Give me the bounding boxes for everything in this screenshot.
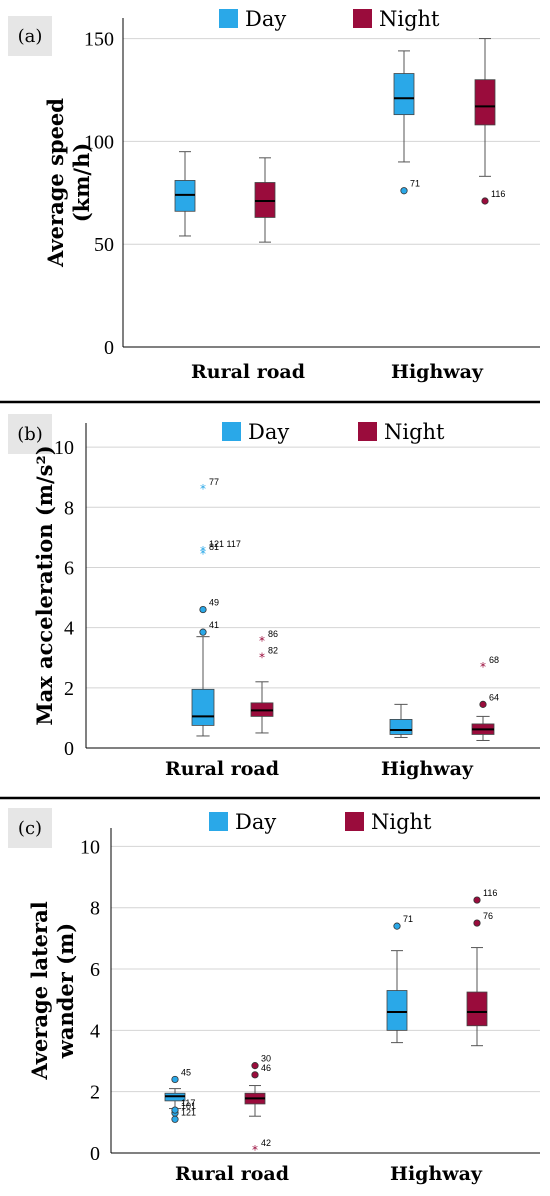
y-tick-label: 100 xyxy=(84,131,114,153)
box xyxy=(474,79,496,126)
outlier-label: 116 xyxy=(483,888,497,898)
box xyxy=(466,991,488,1027)
panel-label-box xyxy=(8,16,52,56)
x-category-label: Rural road xyxy=(165,758,279,780)
legend-label: Night xyxy=(379,7,440,31)
outlier-label: 45 xyxy=(181,1067,191,1077)
outlier-star: * xyxy=(259,651,265,665)
legend-label: Day xyxy=(235,810,276,834)
outlier-point xyxy=(251,1071,259,1079)
x-category-label: Rural road xyxy=(191,361,305,383)
x-category-label: Highway xyxy=(391,361,484,383)
y-tick-label: 150 xyxy=(84,29,114,51)
outlier-point xyxy=(479,700,487,708)
legend-swatch xyxy=(353,9,372,28)
y-tick-label: 0 xyxy=(64,738,74,760)
outlier-star: * xyxy=(200,547,206,561)
outlier-label: 71 xyxy=(410,179,420,189)
panel-label: (a) xyxy=(18,26,43,47)
x-category-label: Highway xyxy=(390,1163,483,1185)
y-tick-label: 10 xyxy=(54,437,74,459)
y-tick-label: 0 xyxy=(104,337,114,359)
panel-label: (c) xyxy=(18,818,42,839)
x-category-label: Highway xyxy=(381,758,474,780)
box xyxy=(191,688,215,726)
outlier-point xyxy=(199,628,207,636)
outlier-label: 82 xyxy=(268,646,278,656)
outlier-point xyxy=(400,187,408,195)
y-tick-label: 2 xyxy=(90,1082,100,1104)
y-axis-label: Max acceleration (m/s²) xyxy=(32,445,57,725)
legend-swatch xyxy=(358,422,377,441)
outlier-label: 117 xyxy=(181,1098,195,1108)
outlier-label: 30 xyxy=(261,1054,271,1064)
outlier-point xyxy=(171,1106,179,1114)
outlier-label: 41 xyxy=(209,620,219,630)
outlier-label: 64 xyxy=(489,692,499,702)
box xyxy=(389,719,413,735)
outlier-star: * xyxy=(200,482,206,496)
outlier-label: 76 xyxy=(483,911,493,921)
y-tick-label: 4 xyxy=(64,618,74,640)
outlier-point xyxy=(171,1115,179,1123)
legend-swatch xyxy=(219,9,238,28)
panel-label-box xyxy=(8,414,52,454)
outlier-point xyxy=(171,1075,179,1084)
outlier-label: 116 xyxy=(491,189,505,199)
outlier-star: * xyxy=(259,634,265,648)
outlier-point xyxy=(393,922,401,930)
y-tick-label: 2 xyxy=(64,678,74,700)
y-axis-label: Average lateralwander (m) xyxy=(27,901,78,1080)
outlier-label: 86 xyxy=(268,629,278,639)
outlier-label: 71 xyxy=(403,914,413,924)
outlier-star: * xyxy=(252,1143,258,1157)
y-tick-label: 6 xyxy=(64,557,74,579)
outlier-point xyxy=(473,919,481,927)
legend-label: Day xyxy=(245,7,286,31)
y-tick-label: 10 xyxy=(80,836,100,858)
panel-label: (b) xyxy=(17,424,43,445)
y-tick-label: 8 xyxy=(64,497,74,519)
outlier-point xyxy=(251,1062,259,1070)
box xyxy=(174,180,196,212)
outlier-label: 46 xyxy=(261,1063,271,1073)
outlier-label: 49 xyxy=(209,598,219,608)
outlier-star: * xyxy=(480,660,486,674)
x-category-label: Rural road xyxy=(175,1163,289,1185)
y-tick-label: 6 xyxy=(90,959,100,981)
legend-label: Day xyxy=(248,420,289,444)
legend-swatch xyxy=(222,422,241,441)
outlier-point xyxy=(481,197,489,205)
outlier-label: 81 xyxy=(209,542,219,552)
panel-label-box xyxy=(8,808,52,848)
outlier-label: 101 xyxy=(181,1101,196,1111)
outlier-label: 42 xyxy=(261,1138,271,1148)
box xyxy=(254,182,276,218)
outlier-point xyxy=(199,605,207,614)
outlier-label: 77 xyxy=(209,477,219,487)
y-axis-label: Average speed(km/h) xyxy=(43,98,94,268)
box xyxy=(393,73,415,116)
outlier-label: 121 xyxy=(181,1107,196,1117)
y-tick-label: 8 xyxy=(90,898,100,920)
y-tick-label: 0 xyxy=(90,1143,100,1165)
outlier-point xyxy=(473,896,481,904)
legend-swatch xyxy=(345,812,364,831)
box xyxy=(386,990,408,1031)
chart-panel: (a) 0 50 100 150 Average speed(km/h) Rural roa… xyxy=(8,7,540,383)
outlier-label: 121 117 xyxy=(209,539,241,549)
outlier-star: * xyxy=(200,544,206,558)
y-tick-label: 4 xyxy=(90,1020,100,1042)
legend-label: Night xyxy=(384,420,445,444)
legend-label: Night xyxy=(371,810,432,834)
y-tick-label: 50 xyxy=(94,234,114,256)
outlier-label: 68 xyxy=(489,655,499,665)
legend-swatch xyxy=(209,812,228,831)
